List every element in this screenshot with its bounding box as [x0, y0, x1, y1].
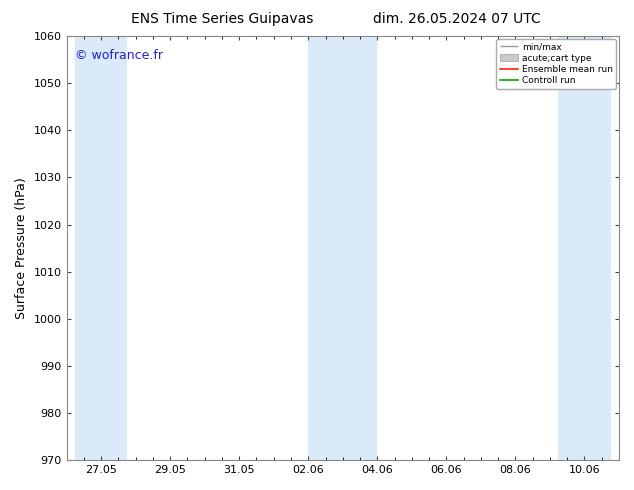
Y-axis label: Surface Pressure (hPa): Surface Pressure (hPa) — [15, 177, 28, 319]
Bar — [75, 36, 127, 460]
Bar — [558, 36, 611, 460]
Bar — [308, 36, 377, 460]
Text: ENS Time Series Guipavas: ENS Time Series Guipavas — [131, 12, 313, 26]
Text: © wofrance.fr: © wofrance.fr — [75, 49, 163, 62]
Legend: min/max, acute;cart type, Ensemble mean run, Controll run: min/max, acute;cart type, Ensemble mean … — [496, 39, 616, 89]
Text: dim. 26.05.2024 07 UTC: dim. 26.05.2024 07 UTC — [373, 12, 540, 26]
